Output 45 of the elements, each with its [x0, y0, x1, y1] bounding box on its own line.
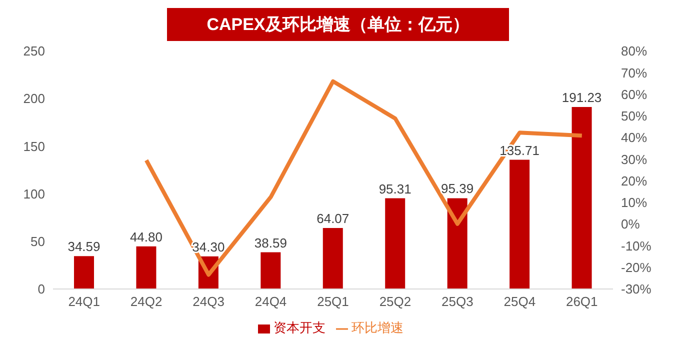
- y2-tick-label: -10%: [621, 238, 652, 254]
- x-tick-label: 24Q3: [192, 294, 224, 310]
- chart-title: CAPEX及环比增速（单位：亿元）: [166, 8, 510, 41]
- y-tick-label: 100: [23, 186, 45, 202]
- y-tick-label: 200: [23, 91, 45, 106]
- y-tick-label: 50: [30, 234, 45, 250]
- data-label: 95.39: [441, 181, 474, 196]
- bar: [385, 198, 406, 289]
- bar: [510, 160, 530, 289]
- y-tick-label: 0: [38, 282, 45, 297]
- y-tick-label: 250: [23, 44, 45, 59]
- x-tick-label: 25Q2: [379, 294, 412, 310]
- x-tick-label: 25Q3: [442, 294, 474, 310]
- bar: [260, 252, 281, 289]
- y-tick-label: 150: [23, 138, 45, 154]
- y2-tick-label: 20%: [621, 173, 648, 188]
- y2-tick-label: -30%: [621, 282, 652, 297]
- x-tick-label: 25Q4: [504, 294, 536, 310]
- data-label: 38.59: [254, 235, 287, 250]
- y2-tick-label: 60%: [621, 86, 648, 102]
- y2-tick-label: 40%: [621, 130, 648, 146]
- data-label: 191.23: [562, 90, 602, 105]
- legend-label: 资本开支: [274, 320, 326, 335]
- y2-tick-label: 30%: [621, 152, 648, 167]
- bar: [136, 246, 156, 289]
- y2-tick-label: 80%: [621, 44, 648, 59]
- y2-tick-label: 0%: [621, 216, 640, 232]
- x-tick-label: 26Q1: [566, 294, 598, 310]
- x-tick-label: 25Q1: [317, 294, 349, 310]
- data-label: 95.31: [378, 181, 412, 196]
- y2-tick-label: 50%: [621, 108, 648, 124]
- x-tick-label: 24Q2: [130, 294, 162, 310]
- x-tick-label: 24Q4: [254, 294, 287, 310]
- data-label: 44.80: [130, 229, 162, 244]
- bar: [447, 198, 468, 289]
- bar: [74, 256, 94, 289]
- y2-tick-label: 70%: [621, 65, 648, 80]
- y2-tick-label: 10%: [621, 195, 648, 210]
- y2-tick-label: -20%: [621, 260, 652, 275]
- data-label: 64.07: [316, 211, 350, 226]
- data-label: 34.59: [68, 239, 100, 254]
- legend-label: 环比增速: [352, 320, 404, 335]
- x-tick-label: 24Q1: [68, 294, 100, 310]
- bar: [322, 228, 343, 289]
- bar: [572, 106, 592, 289]
